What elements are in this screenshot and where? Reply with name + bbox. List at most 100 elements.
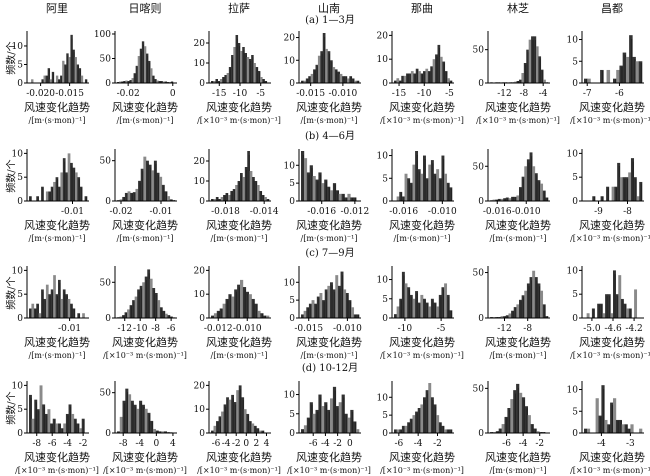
histogram-bar-shade [424,300,426,318]
histogram-bar [260,77,263,83]
histogram-bar [321,183,325,201]
histogram-bar [441,425,445,433]
histogram-bar-shade [354,197,357,201]
histogram-bar [225,193,229,201]
histogram-bar [436,169,440,201]
x-axis-label: 风速变化趋势 [579,335,645,349]
histogram-bar-shade [608,425,611,433]
x-axis-unit: /[×10⁻³ m·(s·mon)⁻¹] [570,234,650,243]
histogram-bar [356,314,360,318]
histogram-bar [613,270,616,318]
histogram-bar [615,294,619,318]
histogram-bar [29,394,32,433]
histogram-bar [415,411,419,433]
histogram-bar-shade [622,300,624,318]
y-tick-label: 10 [377,152,389,162]
histogram-bar [60,298,64,318]
histogram-bar [301,80,304,83]
histogram-bar [409,418,413,433]
x-tick-label: 4 [170,439,176,449]
x-tick-label: -0.016 [307,207,336,217]
histogram-bar-shade [253,178,255,201]
x-tick-label: -0.015 [294,324,323,334]
histogram-bar [77,177,81,201]
histogram-bar-shade [52,291,54,318]
histogram-bar-shade [242,400,244,433]
histogram-bar [540,290,544,318]
histogram-bar [433,173,437,201]
x-tick-label: -5.0 [583,324,601,334]
column-header: 林芝 [507,1,529,15]
y-tick-label: 0 [572,314,578,324]
histogram-bar [322,33,326,83]
y-tick-label: 0 [105,197,111,207]
histogram-bar-shade [263,195,265,201]
histogram-bar-shade [302,155,304,201]
histogram-bar [79,186,83,201]
histogram-bar [353,197,357,201]
histogram-bar [330,190,334,201]
histogram-bar [638,61,643,83]
y-tick-label: 10 [194,177,206,187]
histogram-bar [55,75,59,83]
y-tick-label: 10 [284,391,296,401]
histogram-bar-shade [440,296,442,318]
histogram-bar [133,404,137,433]
histogram-bar [149,278,153,318]
histogram-bar [223,404,227,433]
histogram-bar [43,298,47,318]
histogram-bar-shade [64,161,66,201]
histogram-bar [412,415,416,433]
histogram-bar [420,404,424,433]
histogram-bar [622,52,627,83]
histogram-bar-shade [629,429,631,433]
column-header: 拉萨 [228,1,250,15]
histogram-bar [322,300,326,318]
histogram-bar-shade [307,78,309,83]
histogram-bar-shade [168,315,170,318]
histogram-bar [311,300,315,318]
histogram-bar-shade [338,72,340,83]
histogram-bar [356,80,360,83]
y-tick-label: 50 [100,157,112,167]
histogram-bar-shade [427,393,429,433]
histogram-bar-shade [598,304,600,318]
histogram-bar-shade [536,280,538,318]
histogram-bar [47,409,51,433]
histogram-bar [423,397,426,433]
histogram-bar [420,73,424,83]
histogram-bar [592,196,596,201]
histogram-bar [534,277,538,318]
x-tick-label: -5 [256,89,265,99]
histogram-bar [41,289,44,318]
histogram-bar [309,165,313,201]
histogram-bar-shade [632,161,634,201]
histogram-bar-shade [71,165,73,201]
histogram-bar [235,35,239,83]
histogram-bar-shade [634,59,636,83]
histogram-bar [143,156,147,201]
histogram-bar [394,80,397,83]
histogram-bar [41,79,44,83]
histogram-bar [325,48,328,83]
histogram-bar-shade [70,406,72,433]
histogram-bar [425,178,429,201]
histogram-bar [534,173,538,201]
histogram-bar [62,60,65,83]
histogram-bar-shade [150,167,152,201]
histogram-bar-shade [517,387,519,433]
histogram-bar [401,425,405,433]
y-tick-label: 10 [567,266,579,276]
histogram-bar-shade [400,192,402,201]
histogram-bar [51,71,55,83]
x-axis-unit: /[×10⁻³ m·(s·mon)⁻¹] [570,351,650,360]
y-tick-label: 0 [572,429,578,439]
histogram-bar-shade [57,296,58,318]
histogram-bar [430,298,434,318]
y-tick-label: 20 [194,381,206,391]
histogram-bar-shade [395,314,397,318]
histogram-bar [396,429,400,433]
histogram-bar [253,63,256,83]
histogram-bar-shade [603,389,605,433]
